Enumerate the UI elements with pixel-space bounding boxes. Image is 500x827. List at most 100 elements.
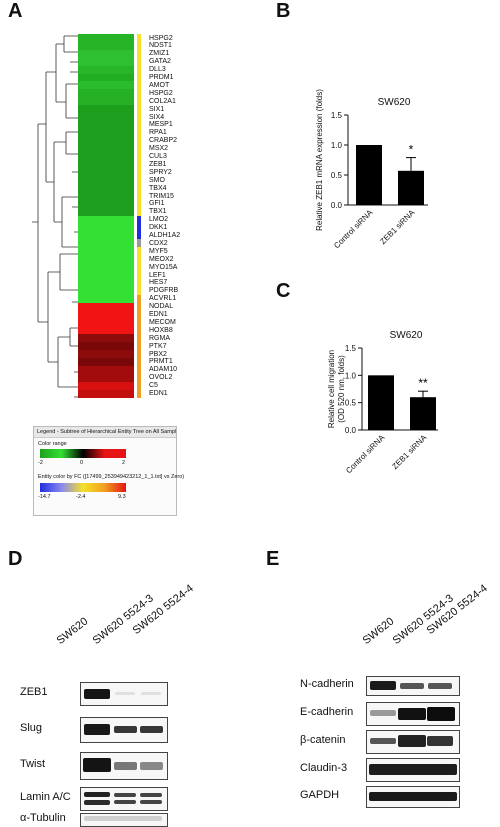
blot-e-row-label: GAPDH [300,789,340,801]
heatmap-cell [78,286,134,296]
protein-band [370,710,396,716]
heatmap-cell [78,381,134,390]
blot-e-strip [366,676,460,696]
y-tick-label: 0.0 [345,426,357,435]
fold-change-marker [137,81,141,90]
heatmap-legend: Legend - Subtree of Hierarchical Entity … [33,426,184,516]
panel-label-c: C [276,280,291,302]
blot-e-col-label: SW620 [360,615,397,647]
range-tick-mid: 0 [80,460,84,466]
color-range-label: Color range [38,441,67,447]
heatmap-cell [78,231,134,240]
range-tick-max: 2 [122,460,126,466]
protein-band [370,681,396,690]
gene-label: RGMA [149,334,170,342]
heatmap-cell [78,136,134,145]
blot-e-strip [366,730,460,754]
y-tick-label: 0.0 [331,201,343,210]
fold-change-marker [137,113,141,122]
gene-label: HSPG2 [149,34,173,42]
fold-change-marker [137,239,141,248]
protein-band [370,738,396,744]
protein-band [427,707,455,721]
protein-band [84,724,110,735]
panel-label-b: B [276,0,291,22]
fold-change-marker [137,365,141,375]
protein-band [427,736,453,746]
heatmap-cell [78,152,134,161]
heatmap-cell [78,184,134,193]
color-range-bar [40,449,126,458]
gene-label: SIX1 [149,105,165,113]
protein-band [140,800,162,804]
fold-change-marker [137,152,141,161]
gene-label: AMOT [149,81,170,89]
fold-change-marker [137,49,141,59]
heatmap-cell [78,144,134,153]
blot-d-row-label: Lamin A/C [20,791,71,803]
protein-band [428,683,452,689]
gene-label: NDST1 [149,42,172,50]
fold-change-marker [137,207,141,217]
protein-band [400,683,424,689]
heatmap-cell [78,65,134,74]
heatmap-cell [78,128,134,138]
protein-band [114,800,136,804]
blot-e-row-label: N-cadherin [300,678,354,690]
y-axis-label: (OD 520 nm, folds) [337,355,346,423]
heatmap-cell [78,207,134,217]
gene-label: RPA1 [149,129,167,137]
bar [410,397,436,430]
protein-band [369,764,457,775]
blot-e-row-label: E-cadherin [300,706,354,718]
heatmap-cell [78,326,134,335]
blot-d-row-label: α-Tubulin [20,812,66,824]
gene-label: ALDH1A2 [149,232,181,239]
blot-e-row-label: Claudin-3 [300,762,348,774]
fold-change-marker [137,294,141,303]
gene-label: C5 [149,382,158,390]
heatmap-cell [78,97,134,106]
heatmap-cell [78,318,134,327]
fold-change-marker [137,255,141,264]
category-label: ZEB1 siRNA [390,433,429,472]
gene-label: NODAL [149,303,174,311]
fold-change-marker [137,168,141,177]
heatmap-cell [78,310,134,319]
protein-band [140,762,163,770]
fold-change-marker [137,278,141,288]
gene-label: DLL3 [149,66,166,74]
heatmap-cell [78,365,134,375]
protein-band [114,762,137,770]
heatmap-cell [78,176,134,185]
bar [398,170,424,205]
protein-band [140,726,163,733]
panel-label-d: D [8,548,23,570]
category-label: Control siRNA [344,433,387,476]
protein-band [83,758,111,772]
chart-c: 0.0 0.5 1.0 1.5 SW620 Relative cell migration… [327,330,438,476]
fold-change-marker [137,302,141,311]
fold-change-marker [137,184,141,193]
gene-label: MSX2 [149,145,169,153]
fold-change-marker [137,223,141,232]
entity-color-label: Entity color by FC ([17499_253949423212_… [38,474,185,480]
fold-change-marker [137,57,141,66]
protein-band [398,708,426,720]
fold-change-marker [137,89,141,98]
fold-change-marker [137,350,141,359]
panel-label-a: A [8,0,23,22]
protein-band [84,816,162,821]
fold-change-marker [137,389,141,398]
gene-label: HOXB8 [149,326,173,334]
chart-title: SW620 [390,330,423,341]
heatmap-cell [78,350,134,359]
chart-b: 0.0 0.5 1.0 1.5 SW620 Relative ZEB1 mRNA expr… [315,89,428,250]
bar [368,375,394,430]
gene-label: HES7 [149,279,168,287]
entity-tick-min: -14.7 [38,494,51,500]
heatmap-cell [78,223,134,232]
gene-label: ADAM10 [149,366,178,374]
heatmap-cell [78,89,134,98]
blot-d-strip [80,813,168,827]
